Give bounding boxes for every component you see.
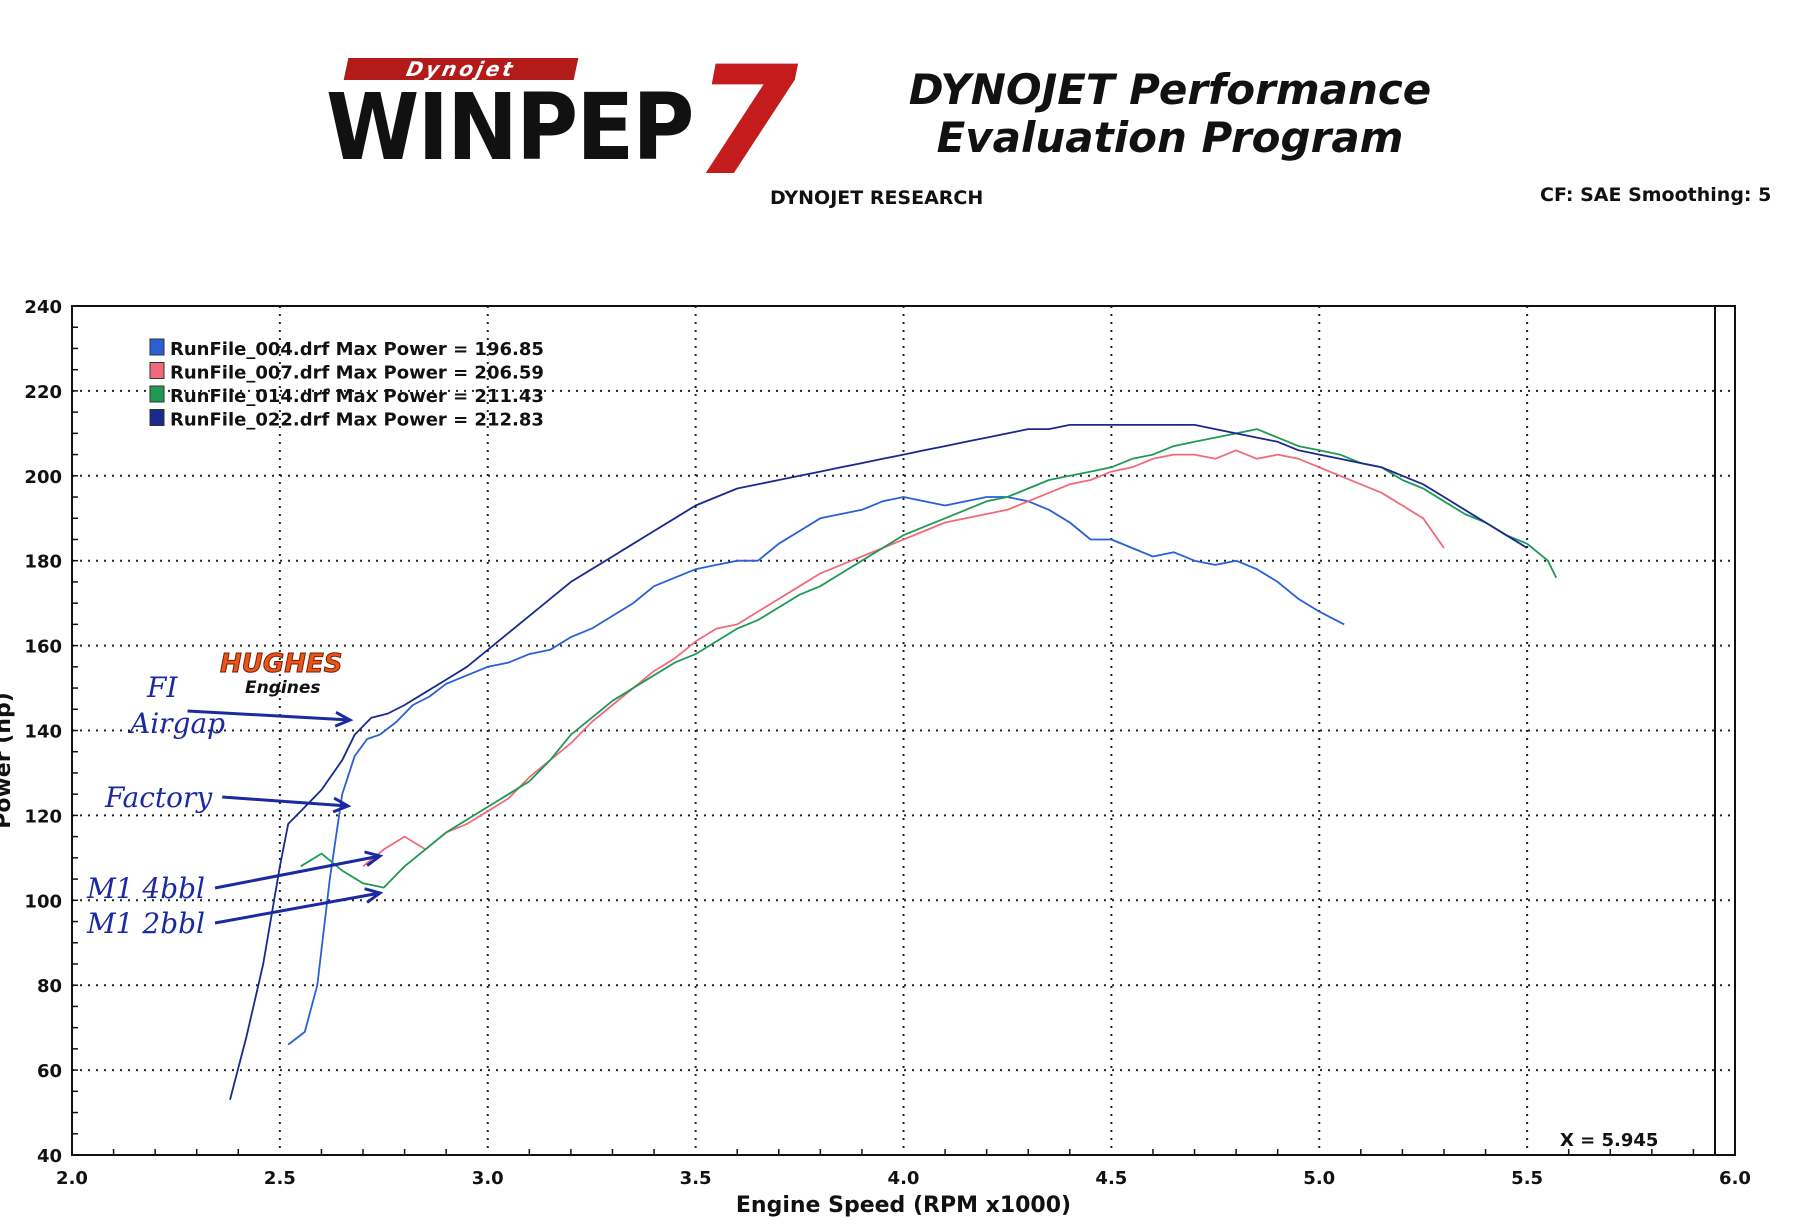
series-line-4	[229, 424, 1528, 1101]
x-tick-label: 3.0	[472, 1168, 504, 1189]
legend-entry: RunFile_007.drf Max Power = 206.59	[170, 363, 544, 384]
legend-entry: RunFile_014.drf Max Power = 211.43	[170, 386, 544, 407]
x-axis-title: Engine Speed (RPM x1000)	[736, 1193, 1071, 1218]
x-tick-label: 6.0	[1719, 1168, 1751, 1189]
y-tick-label: 40	[37, 1146, 62, 1167]
hughes-engines-badge: HUGHES Engines	[220, 649, 343, 699]
x-tick-label: 4.5	[1095, 1168, 1127, 1189]
correction-settings: CF: SAE Smoothing: 5	[1540, 184, 1772, 206]
badge-line1: HUGHES	[220, 649, 342, 679]
x-tick-label: 2.0	[56, 1168, 88, 1189]
legend-entry: RunFile_004.drf Max Power = 196.85	[170, 339, 544, 360]
y-tick-label: 80	[37, 976, 62, 997]
y-tick-label: 100	[24, 891, 62, 912]
annotation-arrow	[214, 854, 381, 890]
series-lines	[229, 424, 1558, 1101]
annotation-label: M1 4bbl	[86, 872, 205, 905]
report-header: Dynojet WINPEP 7 DYNOJET Performance Eva…	[0, 0, 1800, 230]
winpep-wordmark: WINPEP	[326, 74, 694, 181]
grid	[72, 306, 1735, 1155]
winpep-seven: 7	[694, 35, 799, 209]
x-tick-label: 2.5	[264, 1168, 296, 1189]
legend-entry: RunFile_022.drf Max Power = 212.83	[170, 410, 544, 431]
annotation-arrow	[214, 891, 381, 925]
legend-swatch	[149, 409, 165, 426]
program-title: DYNOJET Performance Evaluation Program	[830, 66, 1510, 162]
annotation-arrowhead	[332, 796, 352, 814]
annotation-label: Airgap	[127, 707, 225, 740]
series-line-1	[287, 496, 1345, 1046]
annotation-arrow	[187, 709, 351, 722]
series-line-2	[362, 449, 1445, 867]
y-tick-label: 140	[24, 722, 62, 743]
y-tick-label: 120	[24, 806, 62, 827]
annotation-label: Factory	[104, 781, 213, 814]
program-title-line1: DYNOJET Performance	[908, 65, 1432, 114]
legend-swatch	[149, 362, 165, 379]
badge-line2: Engines	[245, 678, 320, 698]
annotation-label: FI	[146, 671, 178, 704]
legend-swatch	[149, 338, 165, 356]
annotation-arrowhead	[364, 887, 384, 904]
annotation-arrowhead	[364, 850, 384, 867]
annotation-arrowhead	[334, 710, 354, 728]
series-line-3	[300, 428, 1558, 889]
y-tick-label: 220	[24, 382, 62, 403]
y-tick-label: 240	[24, 297, 62, 318]
legend-swatch	[149, 385, 165, 403]
annotation-label: M1 2bbl	[86, 907, 205, 940]
x-tick-label: 4.0	[888, 1168, 920, 1189]
x-tick-label: 5.5	[1511, 1168, 1543, 1189]
y-axis-title: Power (hp)	[0, 692, 16, 829]
axis-ticks: 2.0 2.5 3.0 3.5 4.0 4.5 5.0 5.5 6.0 40 60 80 100 120 1…	[24, 297, 1751, 1189]
x-tick-label: 3.5	[680, 1168, 712, 1189]
x-tick-label: 5.0	[1303, 1168, 1335, 1189]
program-title-line2: Evaluation Program	[936, 113, 1404, 162]
legend: RunFile_004.drf Max Power = 196.85 RunFil…	[149, 338, 544, 431]
cursor-readout: X = 5.945	[1560, 1130, 1658, 1151]
y-tick-label: 60	[37, 1061, 62, 1082]
y-tick-label: 180	[24, 552, 62, 573]
y-tick-label: 200	[24, 467, 62, 488]
y-tick-label: 160	[24, 637, 62, 658]
winpep-logo: Dynojet WINPEP 7	[326, 47, 816, 197]
annotation-arrow	[222, 795, 349, 808]
company-name: DYNOJET RESEARCH	[770, 187, 984, 209]
